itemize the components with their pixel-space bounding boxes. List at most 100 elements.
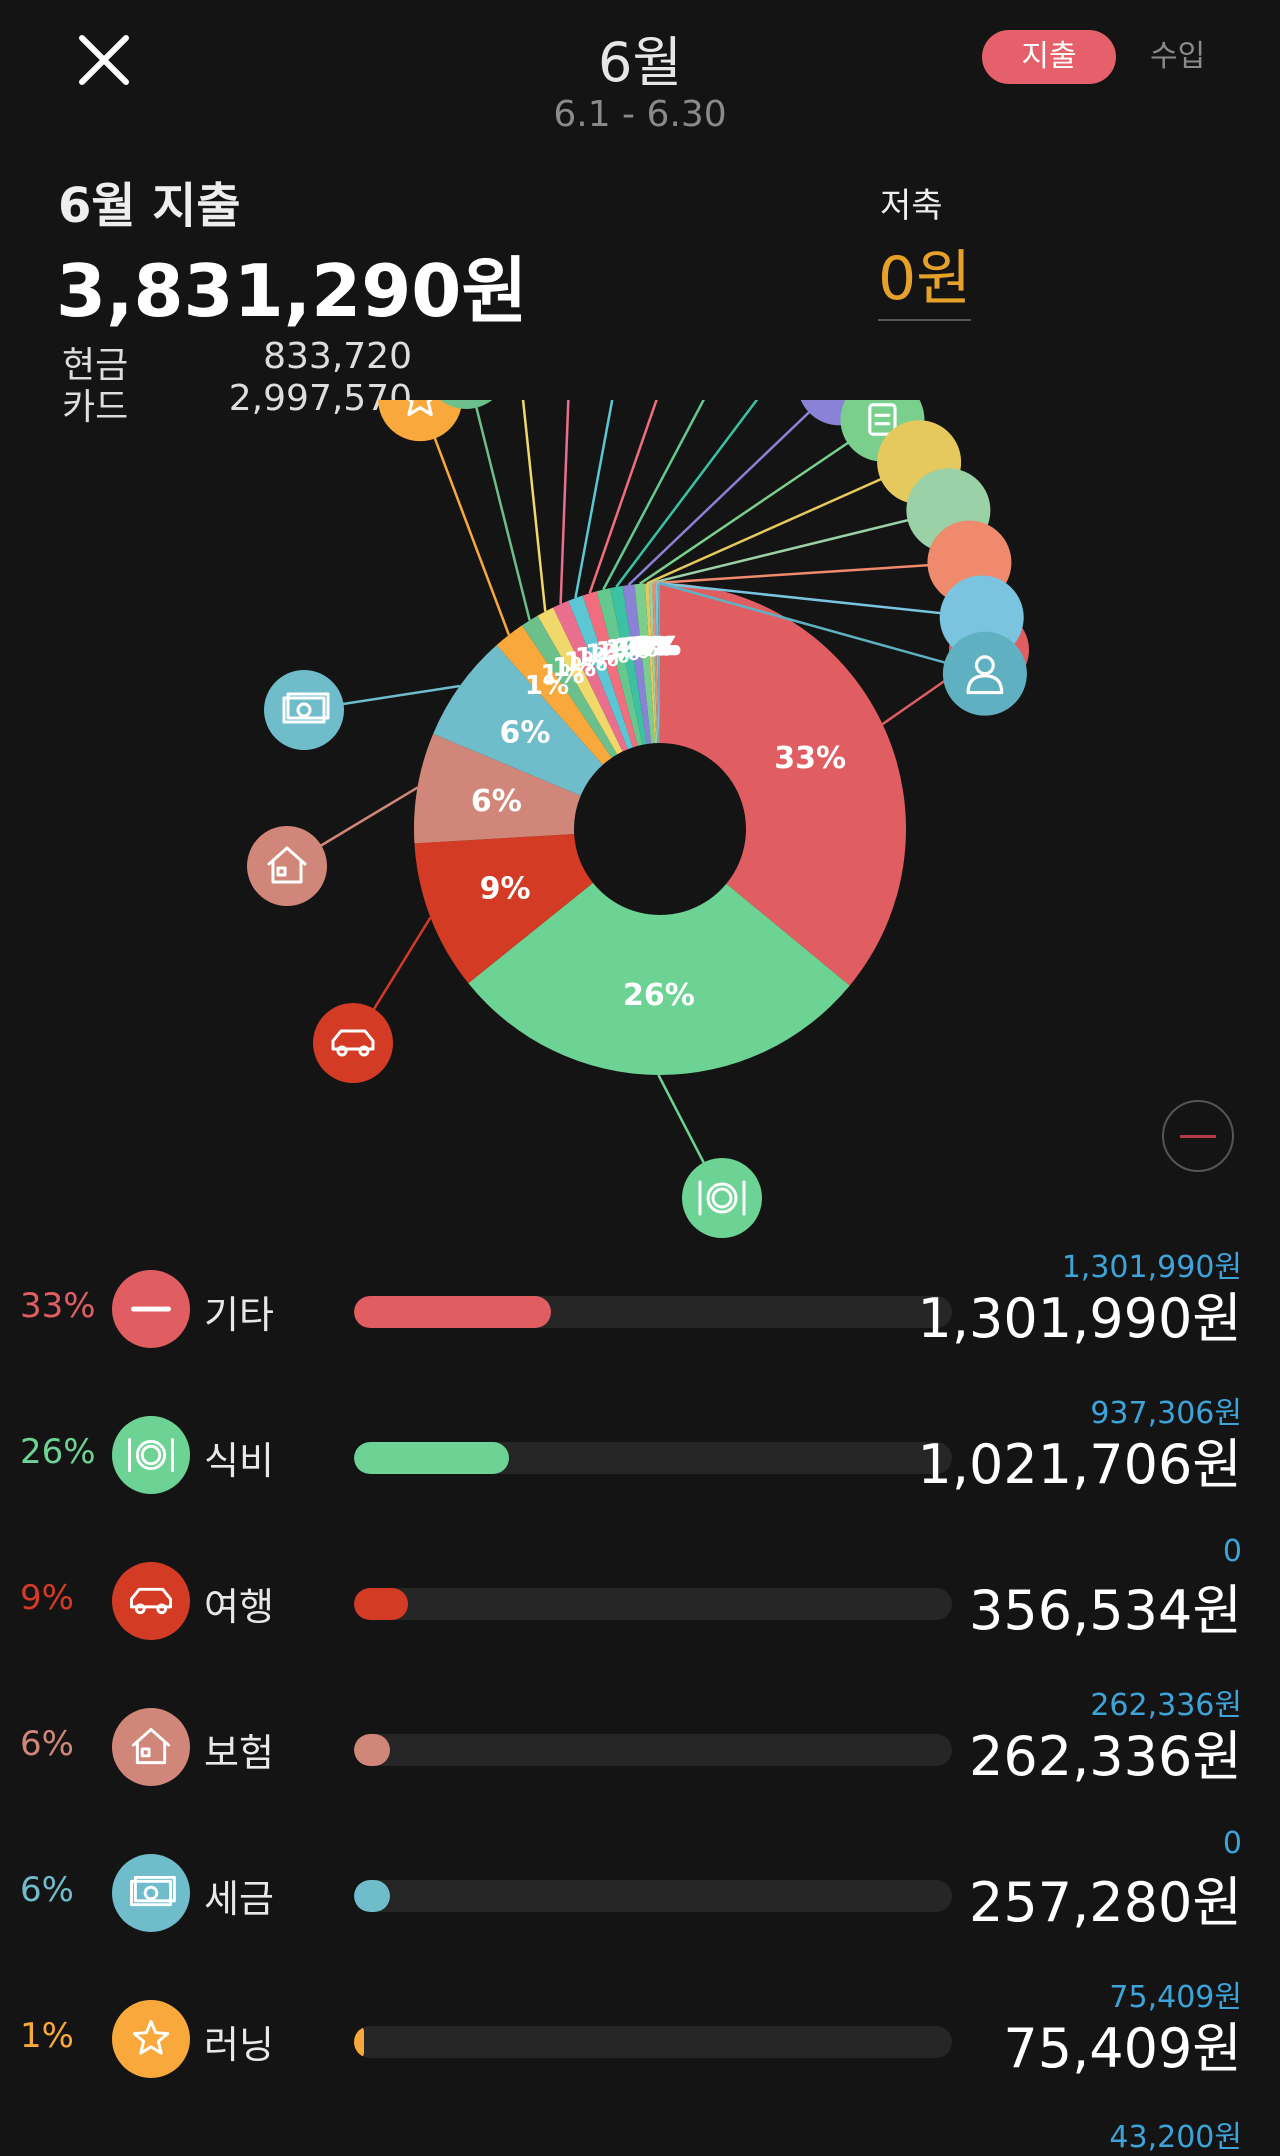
month-title: 6월 (597, 31, 683, 94)
expense-summary-label: 6월 지출 (58, 178, 241, 234)
category-budget: 0 (1222, 1534, 1242, 1569)
chart-slice[interactable] (622, 584, 652, 745)
category-progress-fill (354, 1880, 390, 1912)
chart-slice-label: 6% (471, 784, 522, 819)
chart-slice[interactable] (645, 583, 657, 744)
chart-slice-label: 0% (635, 632, 679, 662)
category-progress-bar (354, 1880, 952, 1912)
next-row-budget: 43,200원 (1109, 2120, 1242, 2155)
category-percent: 6% (20, 1870, 74, 1910)
income-toggle-button[interactable]: 수입 (1150, 39, 1206, 74)
chart-leader-line (473, 400, 531, 621)
chart-category-bubble[interactable] (424, 400, 508, 409)
category-name: 러닝 (204, 2023, 274, 2067)
chart-slice-label: 0% (637, 632, 681, 662)
category-row[interactable]: 6% 보험 262,336원 262,336원 (0, 1670, 1280, 1816)
expense-toggle-button[interactable]: 지출 (982, 30, 1116, 84)
category-progress-fill (354, 2026, 364, 2058)
chart-slice-label: 26% (623, 978, 695, 1013)
savings-value[interactable]: 0원 (878, 230, 972, 321)
legend-toggle-button[interactable] (1162, 1100, 1234, 1172)
category-amount: 262,336원 (969, 1725, 1242, 1788)
category-icon-badge (112, 1416, 190, 1494)
chart-slice-label: 1% (585, 640, 629, 670)
close-button[interactable] (72, 28, 136, 92)
category-name: 여행 (204, 1585, 274, 1629)
chart-slice[interactable] (660, 583, 907, 986)
car-icon (130, 1587, 172, 1615)
chart-slice[interactable] (568, 595, 633, 750)
category-amount: 257,280원 (969, 1871, 1242, 1934)
category-name: 식비 (204, 1439, 274, 1483)
category-percent: 26% (20, 1432, 96, 1472)
category-budget: 75,409원 (1109, 1980, 1242, 2015)
date-range: 6.1 - 6.30 (553, 94, 727, 135)
fork-icon (868, 403, 897, 436)
close-icon (79, 35, 129, 85)
chart-slice-label: 1% (525, 671, 569, 701)
chart-category-bubble[interactable] (313, 1003, 393, 1083)
chart-slice[interactable] (414, 733, 581, 844)
chart-slice[interactable] (655, 583, 660, 744)
expense-total: 3,831,290원 (56, 249, 528, 333)
chart-slice[interactable] (648, 583, 658, 744)
house-icon (267, 846, 307, 884)
chart-slice[interactable] (553, 600, 628, 752)
chart-category-bubble[interactable] (264, 670, 344, 750)
chart-category-bubble[interactable] (942, 631, 1027, 716)
chart-leader-line (588, 400, 658, 594)
chart-slice-label: 1% (595, 637, 639, 667)
chart-leader-line (559, 400, 570, 605)
person-icon (966, 655, 1004, 695)
category-amount: 75,409원 (1003, 2017, 1242, 2080)
category-row[interactable]: 1% 러닝 75,409원 75,409원 (0, 1962, 1280, 2108)
chart-slice[interactable] (657, 583, 660, 744)
chart-leader-line (639, 418, 884, 585)
chart-slice[interactable] (521, 615, 618, 758)
chart-slice[interactable] (634, 583, 655, 744)
category-progress-bar (354, 1296, 952, 1328)
chart-category-bubble[interactable] (378, 400, 463, 442)
chart-slice[interactable] (582, 591, 638, 748)
category-row[interactable]: 9% 여행 0 356,534원 (0, 1524, 1280, 1670)
category-percent: 33% (20, 1286, 96, 1326)
chart-leader-line (658, 581, 986, 675)
chart-leader-line (653, 561, 970, 585)
plate-icon (128, 1437, 174, 1473)
chart-slice[interactable] (609, 585, 647, 745)
minus-icon (131, 1306, 171, 1312)
chart-slice[interactable] (468, 882, 850, 1075)
chart-leader-line (646, 461, 920, 585)
chart-slice-label: 1% (623, 633, 667, 663)
car-icon (331, 1029, 375, 1057)
category-budget: 937,306원 (1090, 1396, 1242, 1431)
chart-slice[interactable] (496, 625, 612, 765)
chart-leader-line (602, 400, 705, 591)
chart-slice[interactable] (596, 588, 643, 746)
category-icon-badge (112, 2000, 190, 2078)
chart-leader-line (656, 581, 982, 619)
chart-slice-label: 1% (605, 635, 649, 665)
chart-slice[interactable] (433, 645, 603, 796)
money-icon (130, 1875, 176, 1907)
chart-slice[interactable] (537, 607, 623, 755)
category-row[interactable]: 26% 식비 937,306원 1,021,706원 (0, 1378, 1280, 1524)
category-amount: 1,021,706원 (917, 1433, 1242, 1496)
chart-leader-line (521, 400, 547, 612)
chart-slice[interactable] (652, 583, 659, 744)
chart-slice[interactable] (414, 834, 593, 984)
chart-category-bubble[interactable] (682, 1158, 762, 1238)
category-budget: 262,336원 (1090, 1688, 1242, 1723)
category-budget: 0 (1222, 1826, 1242, 1861)
chart-slice-label: 1% (540, 660, 584, 690)
money-icon (282, 692, 330, 724)
chart-slice-label: 1% (552, 653, 596, 683)
category-row[interactable]: 33% 기타 1,301,990원 1,301,990원 (0, 1232, 1280, 1378)
category-row[interactable]: 6% 세금 0 257,280원 (0, 1816, 1280, 1962)
star-icon (407, 400, 433, 417)
chart-slice-label: 1% (575, 643, 619, 673)
chart-slice-label: 0% (633, 632, 677, 662)
chart-category-bubble[interactable] (247, 826, 327, 906)
star-icon (132, 2019, 170, 2055)
house-icon (131, 1727, 171, 1765)
